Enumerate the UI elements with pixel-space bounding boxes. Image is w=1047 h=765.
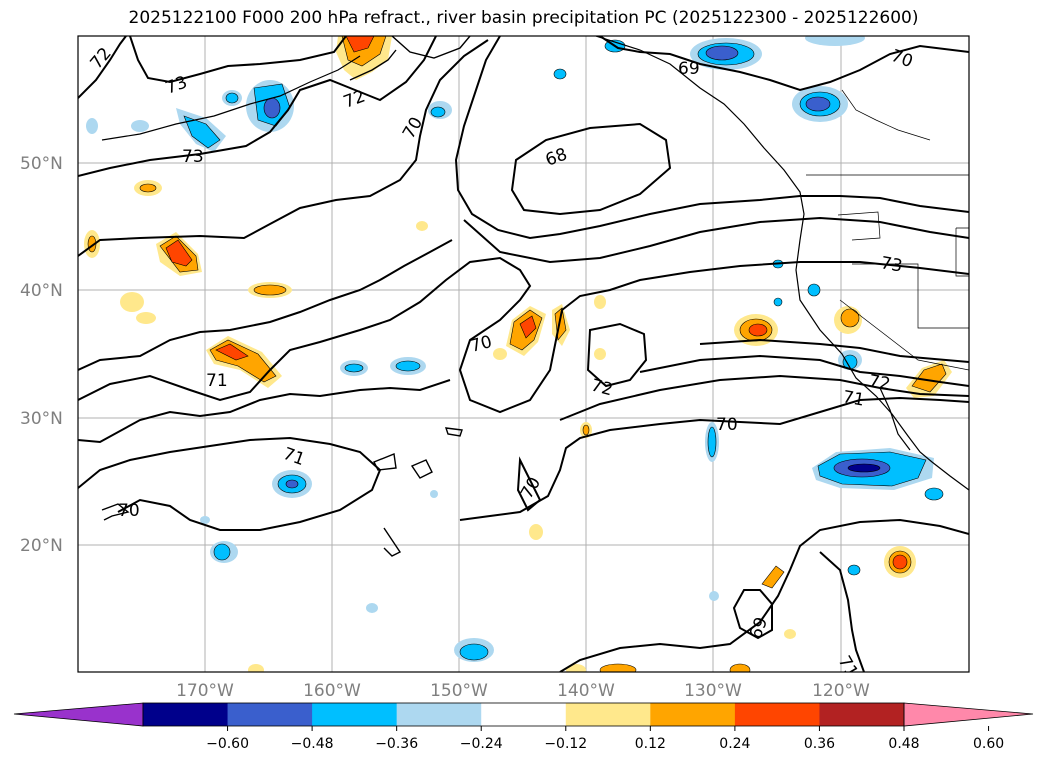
contour-label: 69 xyxy=(678,59,700,79)
contour-label: 71 xyxy=(206,371,228,391)
lon-label: 170°W xyxy=(176,681,234,701)
coastlines xyxy=(101,36,969,557)
lat-label: 20°N xyxy=(20,536,63,556)
blob-west-negative xyxy=(86,39,626,152)
blob-east-negative xyxy=(705,259,944,501)
colorbar-tick-label: −0.24 xyxy=(460,736,503,752)
contour-label: 73 xyxy=(879,253,904,276)
contour-label: 71 xyxy=(841,387,866,410)
colorbar-segment xyxy=(143,703,229,726)
blob-east-positive xyxy=(734,306,952,589)
longitude-labels: 170°W 160°W 150°W 140°W 130°W 120°W xyxy=(176,681,870,701)
blob-nepac-negative-1 xyxy=(690,38,762,70)
colorbar-segment xyxy=(650,703,736,726)
colorbar-extend-right xyxy=(903,702,1034,727)
lat-label: 30°N xyxy=(20,409,63,429)
lat-label: 50°N xyxy=(20,154,63,174)
colorbar-tick-label: 0.60 xyxy=(973,736,1004,752)
colorbar-tick-label: 0.36 xyxy=(804,736,835,752)
colorbar-ticks: −0.60 −0.48 −0.36 −0.24 −0.12 0.12 0.24 0.36 0.4… xyxy=(206,726,1004,752)
lon-label: 130°W xyxy=(684,681,742,701)
colorbar-tick-label: −0.48 xyxy=(291,736,334,752)
contour-label: 73 xyxy=(182,147,204,167)
colorbar-segment xyxy=(481,703,567,726)
colorbar-tick-label: 0.48 xyxy=(888,736,919,752)
gridlines xyxy=(78,36,969,672)
colorbar-extend-left xyxy=(13,702,144,727)
blob-central-negative xyxy=(200,357,861,662)
colorbar: −0.60 −0.48 −0.36 −0.24 −0.12 0.12 0.24 0.36 0.4… xyxy=(13,702,1034,752)
colorbar-segment xyxy=(565,703,651,726)
colorbar-tick-label: 0.12 xyxy=(635,736,666,752)
latitude-labels: 50°N 40°N 30°N 20°N xyxy=(20,154,63,556)
blob-alaska-positive xyxy=(336,36,392,80)
lat-label: 40°N xyxy=(20,281,63,301)
contour-label: 71 xyxy=(834,653,862,682)
lon-label: 160°W xyxy=(303,681,361,701)
contour-label: 70 xyxy=(716,415,738,435)
colorbar-segments xyxy=(143,703,905,726)
colorbar-segment xyxy=(312,703,398,726)
colorbar-segment xyxy=(396,703,482,726)
map-title: 2025122100 F000 200 hPa refract., river … xyxy=(128,8,919,28)
colorbar-tick-label: −0.36 xyxy=(375,736,418,752)
map-content: 72 73 73 72 70 69 70 68 73 70 71 72 72 7… xyxy=(78,36,969,682)
map-frame xyxy=(77,35,970,673)
blob-west-positive xyxy=(84,180,292,388)
lon-label: 150°W xyxy=(430,681,488,701)
blob-nepac-negative-2 xyxy=(792,86,848,122)
contour-label: 70 xyxy=(118,501,140,521)
colorbar-tick-label: 0.24 xyxy=(719,736,750,752)
colorbar-segment xyxy=(819,703,905,726)
lon-label: 120°W xyxy=(812,681,870,701)
refract-contours xyxy=(78,36,969,672)
colorbar-tick-label: −0.60 xyxy=(206,736,249,752)
contour-label: 72 xyxy=(867,371,892,394)
blob-aleutian-negative xyxy=(246,80,294,132)
colorbar-segment xyxy=(227,703,313,726)
lon-label: 140°W xyxy=(557,681,615,701)
colorbar-tick-label: −0.12 xyxy=(544,736,587,752)
colorbar-segment xyxy=(734,703,820,726)
